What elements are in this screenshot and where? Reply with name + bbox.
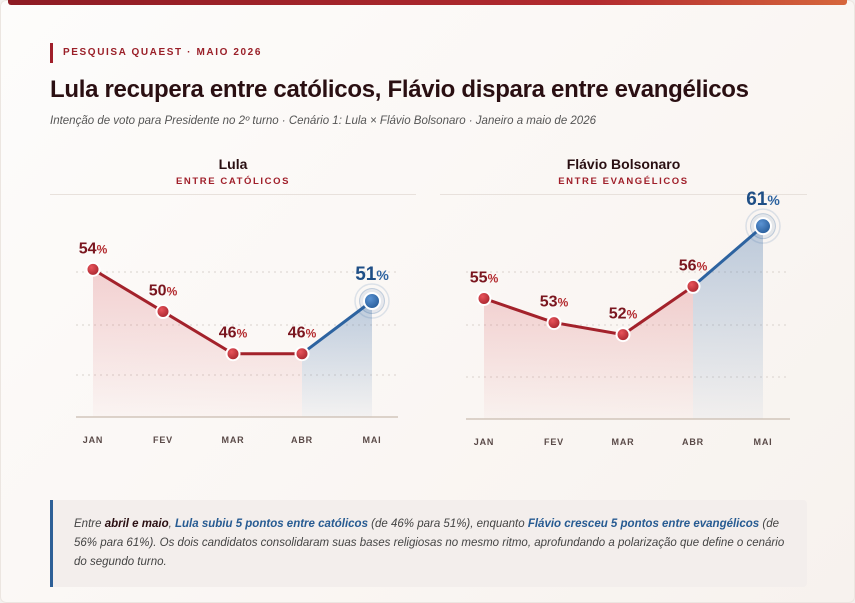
data-point-right-fev xyxy=(546,315,562,331)
tick-label-left-mai: MAI xyxy=(363,435,382,445)
panel-header-left: Lula ENTRE CATÓLICOS xyxy=(50,156,416,187)
series-line-red-right xyxy=(482,284,695,337)
data-point-left-mai xyxy=(363,292,381,310)
data-point-left-abr xyxy=(294,346,310,362)
tick-label-right-jan: JAN xyxy=(474,437,494,447)
data-label-right-mar: 52% xyxy=(609,306,638,323)
page-title: Lula recupera entre católicos, Flávio di… xyxy=(50,76,749,103)
data-label-left-jan: 54% xyxy=(79,240,108,257)
data-point-left-mar xyxy=(225,346,241,362)
tick-label-left-mar: MAR xyxy=(222,435,245,445)
area-red-right xyxy=(484,286,693,419)
tick-label-right-abr: ABR xyxy=(682,437,704,447)
area-red-left xyxy=(93,269,302,417)
insight-note: Entre abril e maio, Lula subiu 5 pontos … xyxy=(50,500,807,587)
data-point-right-mai xyxy=(754,217,772,236)
panel-subtitle-right: ENTRE EVANGÉLICOS xyxy=(558,176,689,187)
data-point-right-jan xyxy=(476,290,492,306)
data-label-left-mar: 46% xyxy=(219,325,248,342)
panel-rule-right xyxy=(440,194,807,195)
area-blue-left xyxy=(302,301,372,417)
accent-bar xyxy=(8,0,847,5)
tick-label-left-abr: ABR xyxy=(291,435,313,445)
page-subtitle: Intenção de voto para Presidente no 2º t… xyxy=(50,115,596,127)
note-text: (de 46% para 51%), enquanto xyxy=(367,518,528,530)
tick-label-right-mai: MAI xyxy=(754,437,773,447)
series-line-blue-left xyxy=(300,299,374,356)
data-label-left-mai: 51% xyxy=(355,264,389,285)
tick-label-right-mar: MAR xyxy=(612,437,635,447)
series-line-blue-right xyxy=(691,224,765,288)
area-blue-right xyxy=(693,226,763,419)
data-label-right-abr: 56% xyxy=(679,257,708,274)
tick-label-left-jan: JAN xyxy=(83,435,103,445)
data-label-right-mai: 61% xyxy=(746,189,780,210)
data-label-right-jan: 55% xyxy=(470,269,499,286)
kicker: PESQUISA QUAEST · MAIO 2026 xyxy=(50,43,262,63)
halo-outer-right xyxy=(745,208,781,244)
tick-label-right-fev: FEV xyxy=(544,437,564,447)
data-point-right-abr xyxy=(685,278,701,294)
note-text: Entre xyxy=(74,518,105,530)
data-label-right-fev: 53% xyxy=(540,294,569,311)
panel-header-right: Flávio Bolsonaro ENTRE EVANGÉLICOS xyxy=(440,156,807,187)
data-point-left-fev xyxy=(155,304,171,320)
tick-label-left-fev: FEV xyxy=(153,435,173,445)
panel-title-right: Flávio Bolsonaro xyxy=(566,156,681,172)
note-lula-highlight: Lula subiu 5 pontos entre católicos xyxy=(175,518,368,530)
note-flavio-highlight: Flávio cresceu 5 pontos entre evangélico… xyxy=(527,518,760,530)
note-period: abril e maio xyxy=(104,518,169,530)
series-line-red-left xyxy=(91,267,304,356)
panel-rule-left xyxy=(50,194,416,195)
data-label-left-fev: 50% xyxy=(149,283,178,300)
data-point-left-jan xyxy=(85,261,101,277)
panel-subtitle-left: ENTRE CATÓLICOS xyxy=(175,176,291,187)
panel-title-left: Lula xyxy=(218,156,248,172)
data-label-left-abr: 46% xyxy=(288,325,317,342)
data-point-right-mar xyxy=(615,327,631,343)
note-text: , xyxy=(168,518,175,530)
note-text: (de 56% para 61%). Os dois candidatos co… xyxy=(74,518,785,568)
halo-outer-left xyxy=(354,283,390,319)
